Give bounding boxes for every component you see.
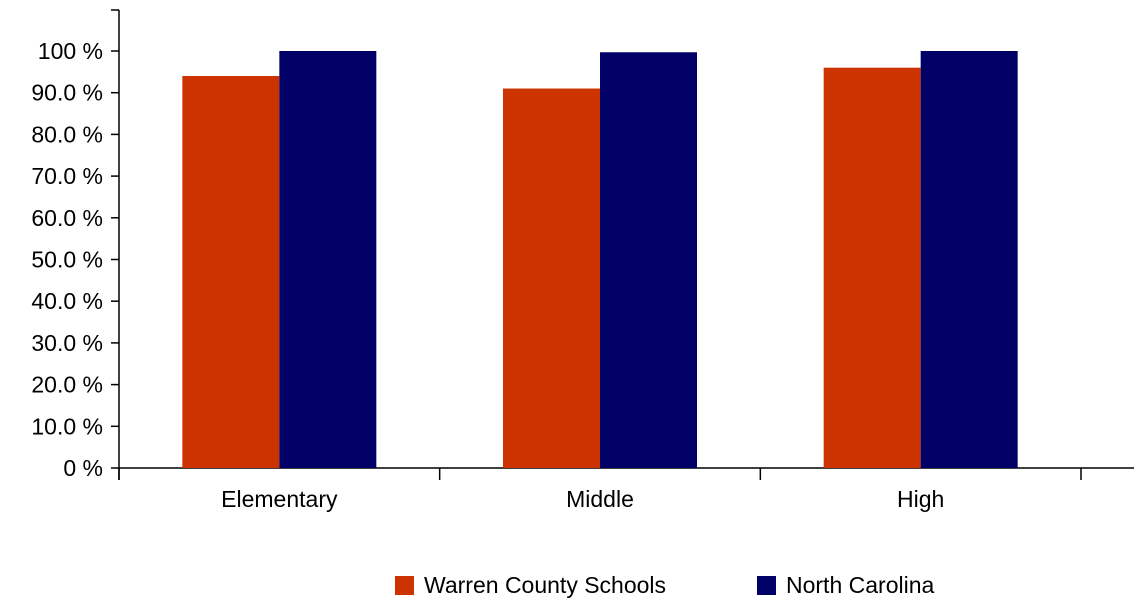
x-axis: Elementary Middle High	[118, 467, 1134, 512]
x-tick-label: High	[897, 486, 944, 512]
legend-item-warren-county-schools: Warren County Schools	[395, 565, 666, 605]
y-tick-label: 10.0 %	[31, 413, 103, 439]
y-tick-label: 70.0 %	[31, 163, 103, 189]
legend: Warren County Schools North Carolina	[0, 565, 1146, 605]
y-tick-label: 40.0 %	[31, 288, 103, 314]
bar-warren-middle	[503, 88, 600, 468]
y-tick-label: 90.0 %	[31, 80, 103, 106]
y-tick-label: 20.0 %	[31, 372, 103, 398]
bar-nc-elementary	[279, 51, 377, 468]
y-axis: 0 % 10.0 % 20.0 % 30.0 % 40.0 % 50.0 % 60.0 % 7…	[31, 9, 120, 481]
legend-label-nc: North Carolina	[786, 571, 935, 598]
x-tick-label: Elementary	[221, 486, 338, 512]
y-tick-label: 50.0 %	[31, 247, 103, 273]
y-tick-label: 60.0 %	[31, 205, 103, 231]
legend-item-north-carolina: North Carolina	[757, 565, 934, 605]
legend-swatch-warren	[395, 575, 414, 595]
bar-warren-elementary	[182, 76, 280, 469]
bar-nc-middle	[600, 52, 697, 468]
legend-label-warren: Warren County Schools	[424, 571, 667, 598]
bars	[182, 51, 1018, 469]
x-tick-label: Middle	[566, 486, 634, 512]
y-tick-label: 0 %	[63, 455, 103, 481]
y-tick-label: 30.0 %	[31, 330, 103, 356]
legend-swatch-nc	[757, 575, 776, 595]
y-tick-label: 100 %	[38, 38, 103, 64]
bar-warren-high	[823, 67, 921, 469]
bar-nc-high	[920, 51, 1018, 468]
y-tick-label: 80.0 %	[31, 121, 103, 147]
